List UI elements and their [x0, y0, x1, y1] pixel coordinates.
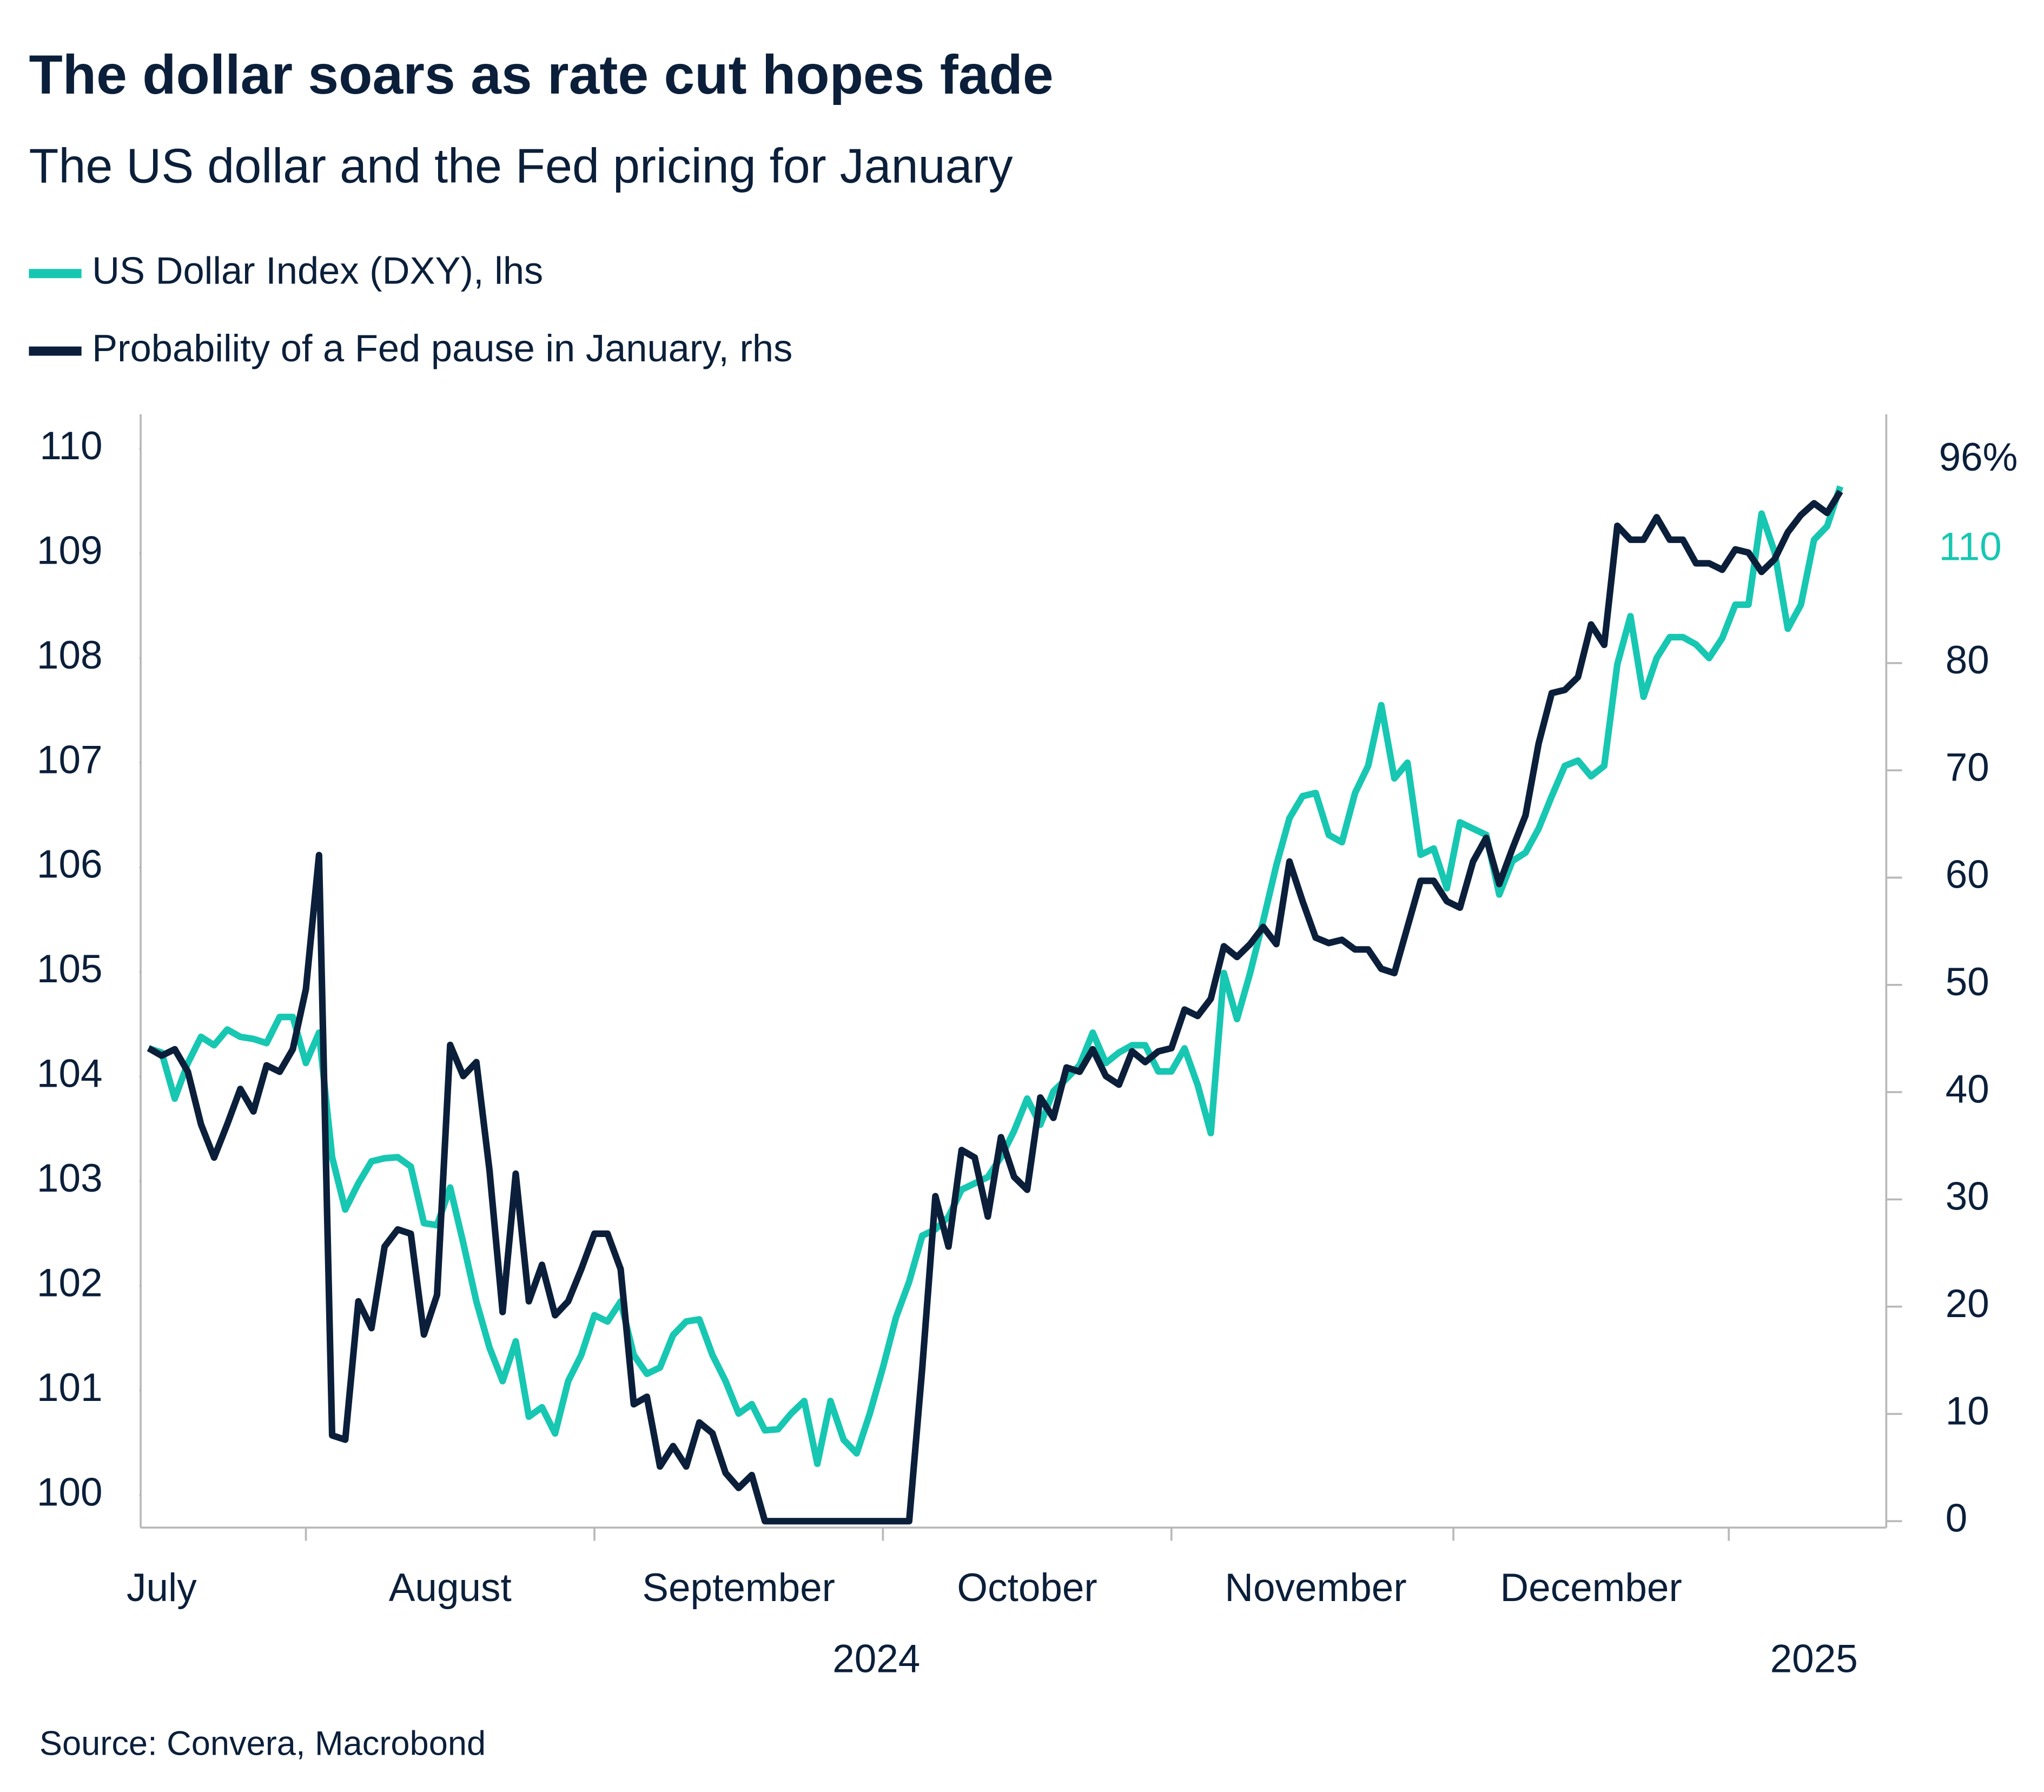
y2-tick-label: 70: [1946, 745, 1989, 789]
y2-tick-label: 30: [1946, 1175, 1989, 1219]
legend-label: US Dollar Index (DXY), lhs: [92, 249, 543, 292]
x-tick-label: December: [1500, 1566, 1682, 1610]
y-tick-label: 100: [37, 1471, 103, 1515]
chart-subtitle: The US dollar and the Fed pricing for Ja…: [29, 140, 1013, 194]
x-tick-label: October: [957, 1566, 1097, 1610]
chart-title: The dollar soars as rate cut hopes fade: [29, 44, 1053, 105]
y-tick-label: 104: [37, 1052, 103, 1096]
y2-tick-label: 40: [1946, 1067, 1989, 1111]
y-tick-label: 101: [37, 1366, 103, 1410]
legend-label: Probability of a Fed pause in January, r…: [92, 327, 792, 369]
y-tick-label: 109: [37, 528, 103, 572]
x-group-label: 2025: [1770, 1637, 1858, 1681]
y2-tick-label: 0: [1946, 1497, 1968, 1540]
y-tick-label: 110: [39, 424, 102, 468]
x-tick-label: August: [389, 1566, 512, 1610]
y-tick-label: 103: [37, 1156, 103, 1200]
x-tick-label: September: [642, 1566, 835, 1610]
y2-tick-label: 80: [1946, 638, 1989, 682]
y-tick-label: 102: [37, 1261, 103, 1305]
y2-tick-label: 60: [1946, 853, 1989, 897]
end-value-label: 96%: [1939, 435, 2018, 479]
y2-tick-label: 20: [1946, 1282, 1989, 1326]
x-tick-label: July: [127, 1566, 197, 1610]
end-value-label: 110: [1939, 525, 2002, 568]
series-line: [147, 490, 1843, 1525]
y-tick-label: 107: [37, 738, 103, 782]
y-tick-label: 108: [37, 633, 103, 677]
x-group-label: 2024: [832, 1637, 920, 1681]
x-tick-label: November: [1225, 1566, 1406, 1610]
y2-tick-label: 50: [1946, 960, 1989, 1004]
y2-tick-label: 10: [1946, 1389, 1989, 1433]
y-tick-label: 106: [37, 843, 103, 887]
y-tick-label: 105: [37, 947, 103, 991]
source-note: Source: Convera, Macrobond: [39, 1724, 486, 1762]
